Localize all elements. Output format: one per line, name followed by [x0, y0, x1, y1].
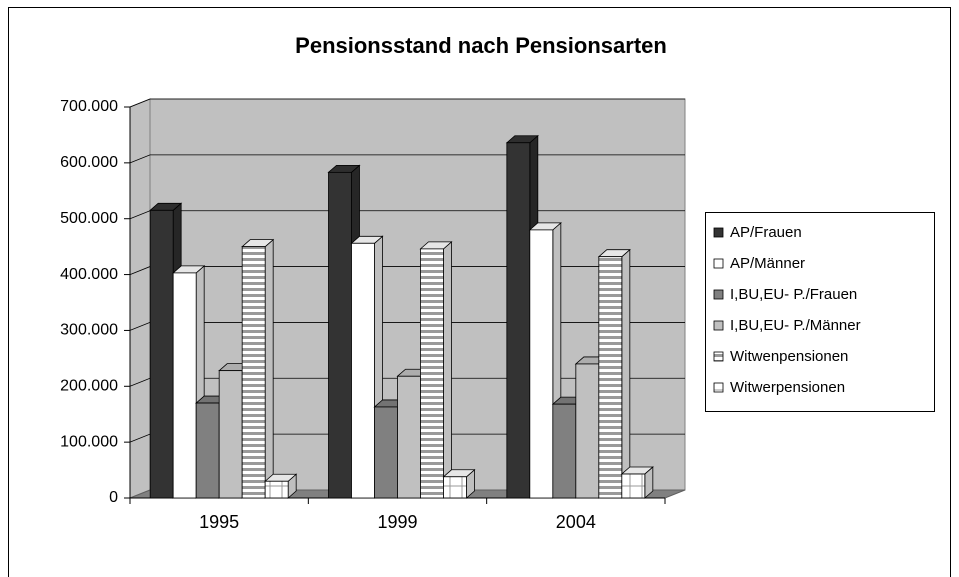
- bar: [529, 229, 554, 499]
- y-tick-label: 0: [109, 489, 118, 506]
- y-tick-label: 300.000: [60, 322, 118, 339]
- legend-swatch: [713, 289, 724, 300]
- legend-swatch: [713, 258, 724, 269]
- bar: [598, 256, 623, 499]
- bar: [351, 242, 375, 499]
- y-tick-label: 700.000: [60, 98, 118, 115]
- legend-label: I,BU,EU- P./Frauen: [730, 286, 857, 303]
- bar: [621, 473, 646, 499]
- bar: [397, 375, 421, 499]
- x-tick-label: 2004: [556, 512, 596, 532]
- legend-label: I,BU,EU- P./Männer: [730, 317, 861, 334]
- bar: [374, 406, 398, 499]
- x-tick-label: 1999: [377, 512, 417, 532]
- legend-label: AP/Frauen: [730, 224, 802, 241]
- bar: [241, 246, 266, 499]
- bar: [195, 402, 220, 499]
- bar: [172, 272, 197, 499]
- plot-area: [124, 98, 686, 504]
- bar-side: [443, 240, 452, 499]
- y-tick-label: 400.000: [60, 266, 118, 283]
- y-tick-label: 200.000: [60, 378, 118, 395]
- legend-swatch: [713, 227, 724, 238]
- bar: [328, 171, 352, 499]
- bar-side: [621, 248, 631, 499]
- bar: [443, 476, 467, 499]
- y-tick-label: 100.000: [60, 433, 118, 450]
- grid-line: [129, 98, 685, 108]
- bar: [264, 480, 289, 499]
- y-tick-label: 500.000: [60, 210, 118, 227]
- legend-swatch: [713, 351, 724, 362]
- chart-title: Pensionsstand nach Pensionsarten: [295, 33, 667, 58]
- bar: [420, 248, 444, 499]
- bar: [552, 403, 577, 499]
- y-tick-label: 600.000: [60, 154, 118, 171]
- bar: [575, 363, 600, 499]
- x-tick-label: 1995: [199, 512, 239, 532]
- legend-swatch: [713, 382, 724, 393]
- legend-label: Witwerpensionen: [730, 379, 845, 396]
- legend: [705, 212, 935, 412]
- legend-swatch: [713, 320, 724, 331]
- bar: [149, 209, 174, 499]
- bar: [218, 370, 243, 499]
- bar: [506, 142, 531, 499]
- bar-side: [264, 238, 274, 499]
- legend-label: Witwenpensionen: [730, 348, 848, 365]
- legend-label: AP/Männer: [730, 255, 805, 272]
